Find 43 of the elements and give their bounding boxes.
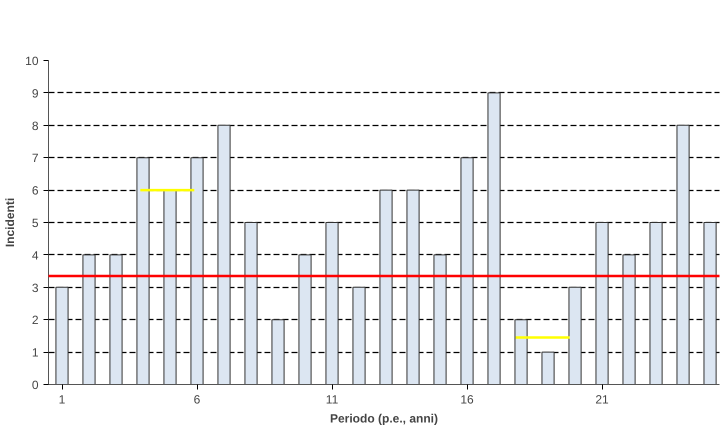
bar [460,157,474,384]
bar [622,254,636,384]
y-tick-label: 5 [32,216,39,230]
y-tick-label: 9 [32,86,39,100]
x-tick-label: 1 [58,392,66,406]
bar [136,157,150,384]
y-tick-label: 6 [32,184,39,198]
bar [406,190,420,384]
bar [55,286,69,384]
bar [649,222,663,384]
y-tick-label: 2 [32,313,39,328]
bar [298,254,312,384]
x-tick-label: 21 [595,392,610,406]
y-tick-label: 10 [25,54,39,68]
bar [595,222,609,384]
y-tick-label: 1 [32,346,39,360]
y-axis-title: Incidenti [3,198,18,248]
x-tick-label: 11 [326,392,339,406]
y-tick-label: 4 [32,248,39,262]
y-tick-label: 7 [32,151,39,166]
x-tick-label: 6 [194,392,201,406]
bar [109,254,123,384]
bar [514,319,528,384]
bar [352,286,366,384]
bar [163,190,177,384]
bar [703,222,717,384]
bar [325,222,339,384]
bar [217,124,231,384]
bar [244,222,258,384]
y-tick-label: 8 [32,118,39,133]
bar [190,157,204,384]
x-tick-label: 16 [460,392,474,406]
bar [568,286,582,384]
bar [271,319,285,384]
y-tick-label: 3 [32,280,39,295]
y-tick-label: 0 [32,378,39,392]
bar [82,254,96,384]
bar [379,190,393,384]
bar [541,352,555,384]
bar [487,92,501,384]
bar [676,124,690,384]
bar [433,254,447,384]
x-axis-title: Periodo (p.e., anni) [330,412,438,426]
